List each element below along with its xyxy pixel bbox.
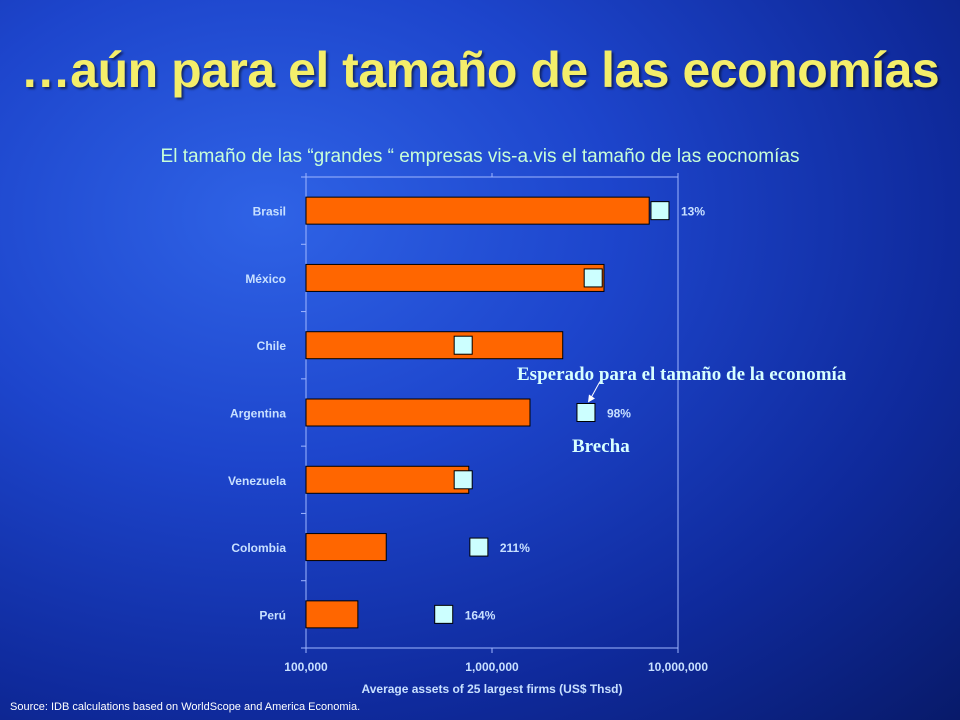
x-tick-label: 10,000,000	[648, 660, 708, 674]
expected-marker	[434, 604, 454, 624]
gap-percent-label: 13%	[681, 205, 705, 219]
expected-marker	[650, 201, 670, 221]
bar	[305, 398, 531, 427]
x-axis-title: Average assets of 25 largest firms (US$ …	[362, 682, 623, 696]
expected-marker	[453, 335, 473, 355]
callout-arrow	[587, 381, 601, 403]
bar	[305, 533, 387, 562]
category-label: Venezuela	[228, 474, 286, 488]
chart-subtitle: El tamaño de las “grandes “ empresas vis…	[160, 146, 800, 167]
expected-marker	[583, 268, 603, 288]
x-tick-label: 100,000	[284, 660, 328, 674]
category-label: Argentina	[230, 407, 286, 421]
bar	[305, 331, 564, 360]
gap-label: Brecha	[572, 436, 630, 457]
category-label: México	[245, 272, 286, 286]
chart-labels: 100,000 1,000,000 10,000,000 Average assets…	[228, 205, 708, 696]
chart-bars	[305, 196, 650, 629]
expected-markers	[434, 201, 670, 624]
gap-percent-label: 211%	[500, 541, 530, 555]
category-label: Brasil	[253, 205, 286, 219]
category-label: Colombia	[231, 541, 286, 555]
bar	[305, 465, 470, 494]
gap-percent-label: 164%	[465, 608, 496, 622]
source-note: Source: IDB calculations based on WorldS…	[10, 701, 361, 713]
callout-arrowhead	[587, 394, 595, 403]
expected-marker	[469, 537, 489, 557]
slide-title: …aún para el tamaño de las economías	[20, 42, 940, 98]
bar	[305, 263, 605, 292]
category-label: Perú	[259, 608, 286, 622]
gap-percent-label: 98%	[607, 407, 631, 421]
expected-marker	[453, 470, 473, 490]
expected-marker	[576, 403, 596, 422]
category-label: Chile	[257, 339, 287, 353]
expected-size-label: Esperado para el tamaño de la economía	[517, 364, 847, 385]
x-tick-label: 1,000,000	[465, 660, 519, 674]
bar	[305, 600, 359, 629]
bar	[305, 196, 650, 225]
